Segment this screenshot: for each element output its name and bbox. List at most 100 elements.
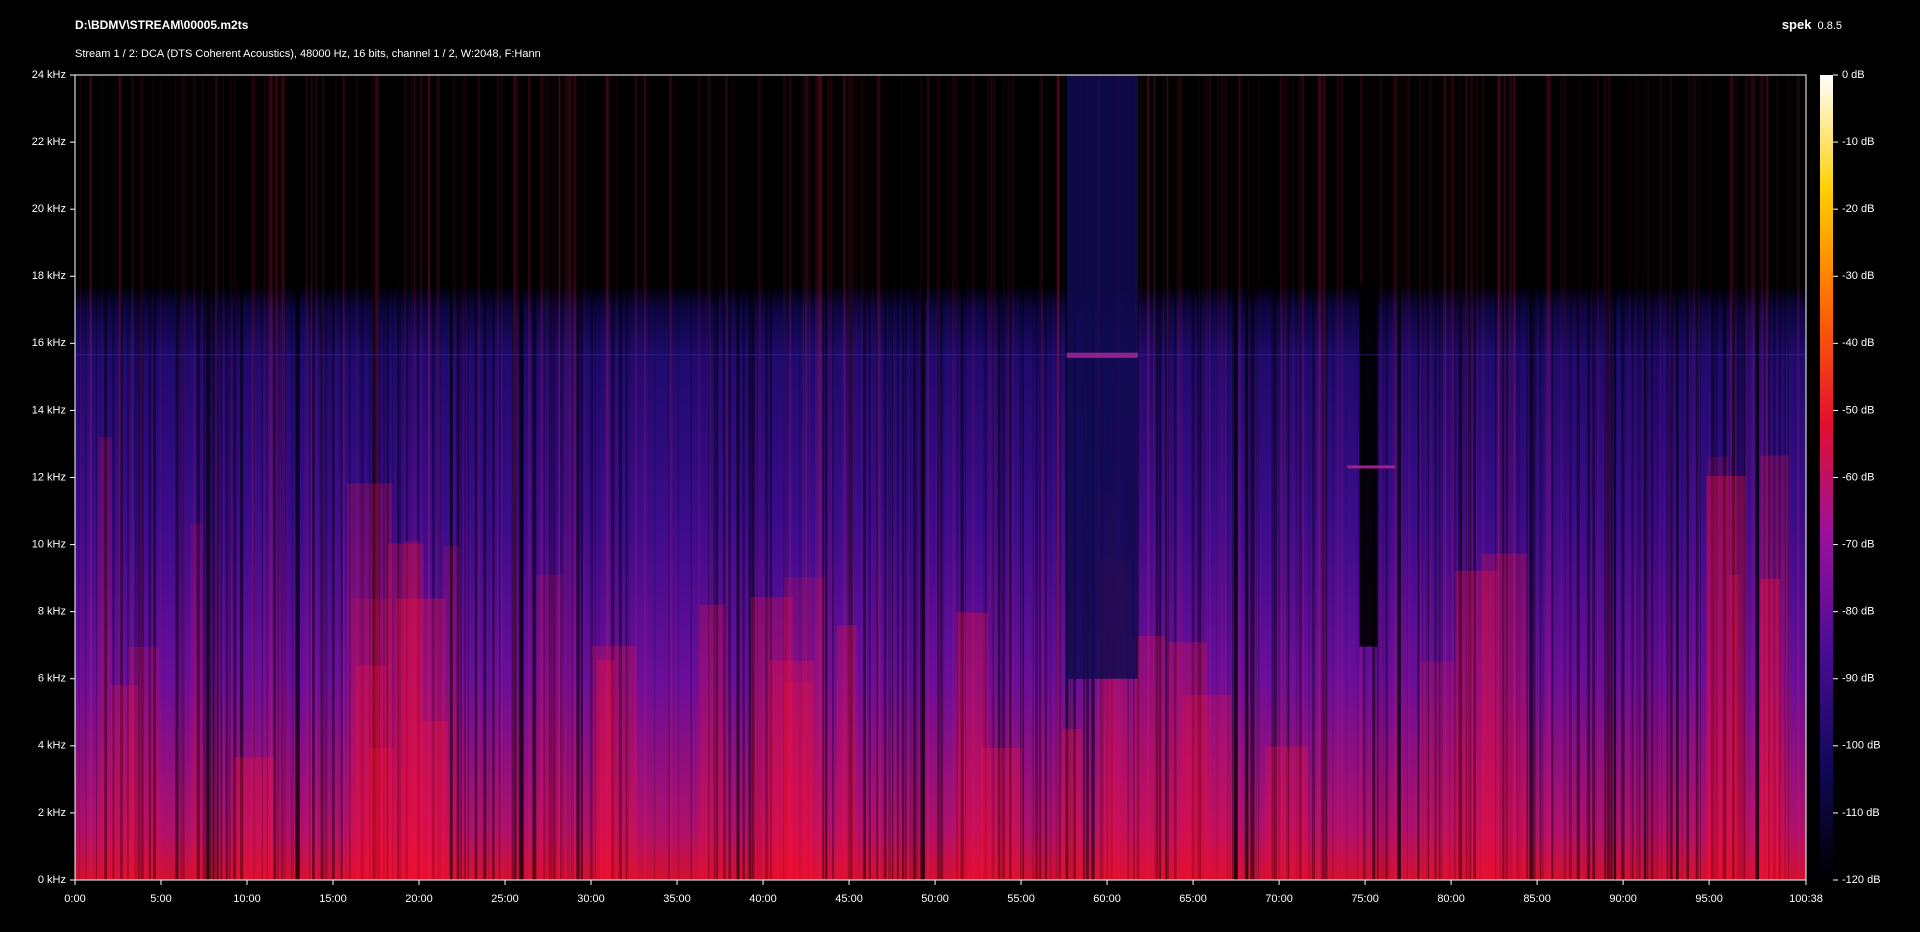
texture-stripe bbox=[483, 75, 487, 880]
texture-stripe bbox=[1539, 75, 1541, 880]
texture-stripe bbox=[841, 75, 843, 880]
texture-stripe bbox=[807, 75, 809, 880]
texture-stripe bbox=[215, 75, 218, 880]
loud-region bbox=[98, 437, 113, 880]
texture-stripe bbox=[1003, 75, 1006, 880]
texture-stripe bbox=[1300, 75, 1303, 880]
texture-stripe bbox=[1564, 75, 1567, 880]
texture-stripe bbox=[646, 75, 648, 880]
loud-region bbox=[128, 646, 160, 880]
texture-stripe bbox=[1295, 75, 1298, 880]
texture-stripe bbox=[1235, 75, 1237, 880]
texture-stripe bbox=[295, 75, 299, 880]
texture-stripe bbox=[1246, 75, 1249, 880]
texture-stripe bbox=[1646, 75, 1650, 880]
texture-stripe bbox=[206, 75, 209, 880]
texture-stripe bbox=[1465, 75, 1468, 880]
texture-stripe bbox=[449, 75, 453, 880]
texture-stripe bbox=[267, 75, 270, 880]
texture-stripe bbox=[340, 75, 343, 880]
texture-stripe bbox=[1502, 75, 1505, 880]
texture-stripe bbox=[267, 75, 268, 880]
texture-stripe bbox=[140, 75, 144, 880]
texture-stripe bbox=[1407, 75, 1411, 880]
texture-stripe bbox=[1461, 75, 1464, 880]
texture-stripe bbox=[1650, 75, 1654, 880]
texture-stripe bbox=[707, 75, 711, 880]
texture-stripe bbox=[183, 75, 185, 880]
texture-stripe bbox=[234, 75, 237, 880]
texture-stripe bbox=[290, 75, 295, 880]
texture-stripe bbox=[369, 75, 371, 880]
loud-region bbox=[1706, 456, 1729, 880]
texture-stripe bbox=[868, 75, 871, 880]
texture-stripe bbox=[501, 75, 503, 880]
texture-stripe bbox=[877, 75, 881, 880]
x-tick-label: 85:00 bbox=[1523, 893, 1551, 905]
x-tick-label: 20:00 bbox=[405, 893, 433, 905]
texture-stripe bbox=[180, 75, 184, 880]
y-tick-label: 4 kHz bbox=[38, 740, 66, 752]
texture-stripe bbox=[180, 75, 184, 880]
texture-stripe bbox=[805, 75, 808, 880]
texture-stripe bbox=[1500, 75, 1502, 880]
texture-stripe bbox=[355, 75, 358, 880]
texture-stripe bbox=[1148, 75, 1150, 880]
texture-stripe bbox=[1748, 75, 1750, 880]
loud-region bbox=[1420, 661, 1455, 880]
texture-stripe bbox=[1199, 75, 1202, 880]
texture-stripe bbox=[325, 75, 328, 880]
texture-stripe bbox=[134, 75, 138, 880]
app-name: spek bbox=[1782, 17, 1812, 32]
texture-stripe bbox=[888, 75, 891, 880]
texture-stripe bbox=[220, 75, 223, 880]
texture-stripe bbox=[1322, 75, 1325, 880]
texture-stripe bbox=[1385, 75, 1389, 880]
texture-stripe bbox=[1636, 75, 1639, 880]
texture-stripe bbox=[965, 75, 967, 880]
texture-stripe bbox=[572, 75, 575, 880]
texture-stripe bbox=[1759, 75, 1762, 880]
texture-stripe bbox=[159, 75, 161, 880]
texture-stripe bbox=[342, 75, 345, 880]
texture-stripe bbox=[1250, 75, 1253, 880]
texture-stripe bbox=[375, 75, 377, 880]
texture-stripe bbox=[862, 75, 866, 880]
texture-stripe bbox=[876, 75, 879, 880]
texture-stripe bbox=[1039, 75, 1042, 880]
texture-stripe bbox=[1165, 75, 1168, 880]
texture-stripe bbox=[1591, 75, 1595, 880]
texture-stripe bbox=[580, 75, 583, 880]
colorbar-tick-label: -50 dB bbox=[1842, 404, 1874, 416]
loud-region bbox=[592, 646, 637, 880]
texture-stripe bbox=[103, 75, 106, 880]
texture-stripe bbox=[527, 75, 531, 880]
x-tick-label: 45:00 bbox=[835, 893, 863, 905]
texture-stripe bbox=[765, 75, 769, 880]
texture-stripe bbox=[1022, 75, 1025, 880]
texture-stripe bbox=[1592, 75, 1595, 880]
texture-stripe bbox=[1458, 75, 1461, 880]
texture-stripe bbox=[713, 75, 715, 880]
texture-stripe bbox=[984, 75, 988, 880]
loud-region bbox=[536, 574, 564, 880]
texture-stripe bbox=[275, 75, 278, 880]
texture-stripe bbox=[891, 75, 894, 880]
texture-stripe bbox=[438, 75, 441, 880]
loud-region bbox=[700, 604, 726, 880]
texture-stripe bbox=[992, 75, 995, 880]
texture-stripe bbox=[1203, 75, 1205, 880]
texture-stripe bbox=[1035, 75, 1038, 880]
texture-stripe bbox=[854, 75, 858, 880]
texture-stripe bbox=[456, 75, 460, 880]
texture-stripe bbox=[295, 75, 299, 880]
texture-stripe bbox=[1508, 75, 1513, 880]
texture-stripe bbox=[208, 75, 212, 880]
texture-stripe bbox=[383, 75, 385, 880]
texture-stripe bbox=[176, 75, 177, 880]
texture-stripe bbox=[1687, 75, 1689, 880]
texture-stripe bbox=[783, 75, 787, 880]
texture-stripe bbox=[322, 75, 325, 880]
colorbar-tick-label: 0 dB bbox=[1842, 69, 1865, 81]
texture-stripe bbox=[1776, 75, 1779, 880]
